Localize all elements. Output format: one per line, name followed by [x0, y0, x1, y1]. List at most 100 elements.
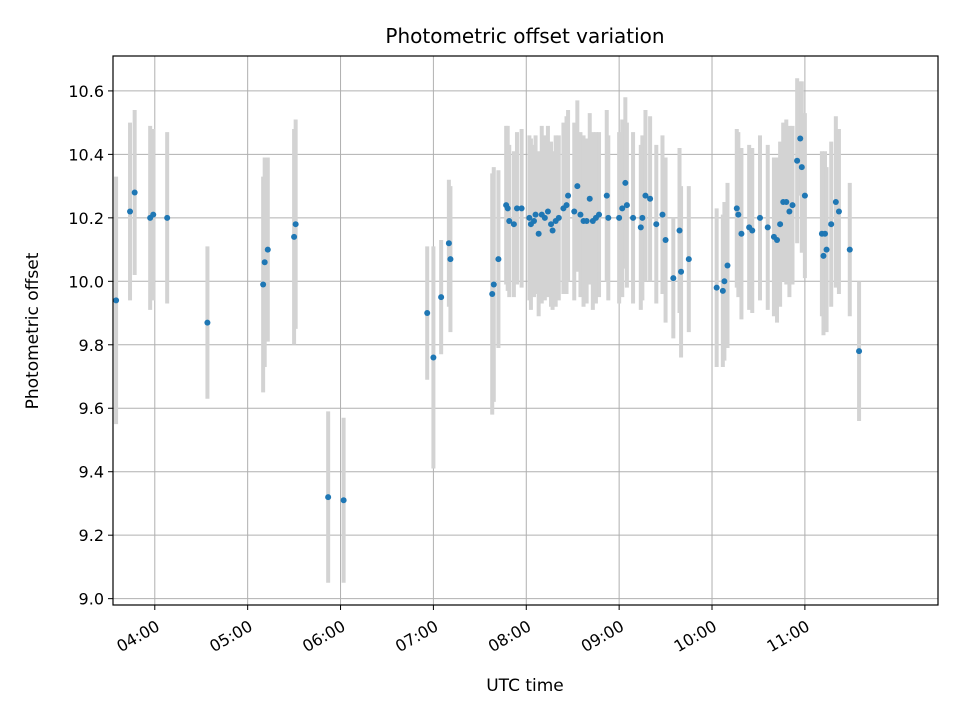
x-tick-label: 07:00 [392, 616, 441, 656]
data-point [733, 205, 740, 212]
data-point [583, 218, 590, 225]
data-point [794, 157, 801, 164]
data-point [724, 262, 731, 269]
data-point [532, 211, 539, 218]
data-point [490, 281, 497, 288]
grid [113, 56, 938, 605]
data-point [856, 348, 863, 355]
data-point [260, 281, 267, 288]
y-tick-label: 9.2 [79, 526, 104, 545]
x-tick-label: 08:00 [485, 616, 534, 656]
data-point [586, 195, 593, 202]
data-point [789, 202, 796, 209]
data-point [563, 202, 570, 209]
data-point [639, 214, 646, 221]
plot-frame [112, 55, 939, 606]
y-tick-label: 9.8 [79, 336, 104, 355]
data-point [676, 227, 683, 234]
data-point [603, 192, 610, 199]
data-point [541, 214, 548, 221]
data-point [764, 224, 771, 231]
data-point [801, 192, 808, 199]
y-tick-label: 10.4 [68, 145, 104, 164]
data-point [721, 278, 728, 285]
data-point [738, 230, 745, 237]
data-point [430, 354, 437, 361]
x-tick-label: 05:00 [206, 616, 255, 656]
data-points [113, 135, 863, 504]
data-point [548, 221, 555, 228]
data-point [577, 211, 584, 218]
data-point [653, 221, 660, 228]
data-point [424, 310, 431, 317]
data-point [325, 494, 332, 501]
data-point [783, 198, 790, 205]
data-point [150, 211, 157, 218]
data-point [495, 256, 502, 263]
data-point [535, 230, 542, 237]
y-axis-label: Photometric offset [23, 252, 43, 409]
data-point [659, 211, 666, 218]
data-point [340, 497, 347, 504]
data-point [504, 205, 511, 212]
x-tick-label: 04:00 [113, 616, 162, 656]
data-point [647, 195, 654, 202]
data-point [719, 287, 726, 294]
data-point [596, 211, 603, 218]
data-point [637, 224, 644, 231]
data-point [264, 246, 271, 253]
data-point [828, 221, 835, 228]
data-point [832, 198, 839, 205]
data-point [846, 246, 853, 253]
data-point [518, 205, 525, 212]
data-point [605, 214, 612, 221]
y-tick-label: 9.6 [79, 399, 104, 418]
y-tick-label: 10.6 [68, 82, 104, 101]
data-point [786, 208, 793, 215]
data-point [735, 211, 742, 218]
data-point [619, 205, 626, 212]
data-point [544, 208, 551, 215]
data-point [565, 192, 572, 199]
y-tick-label: 9.4 [79, 463, 104, 482]
chart-title: Photometric offset variation [385, 24, 664, 48]
data-point [820, 252, 827, 259]
data-point [678, 268, 685, 275]
y-tick-label: 10.2 [68, 209, 104, 228]
data-point [113, 297, 120, 304]
data-point [526, 214, 533, 221]
data-point [127, 208, 134, 215]
data-point [506, 218, 513, 225]
x-tick-label: 06:00 [299, 616, 348, 656]
data-point [835, 208, 842, 215]
data-point [630, 214, 637, 221]
data-point [685, 256, 692, 263]
data-point [555, 214, 562, 221]
data-point [622, 179, 629, 186]
data-point [510, 221, 517, 228]
data-point [616, 214, 623, 221]
x-tick-label: 10:00 [671, 616, 720, 656]
data-point [447, 256, 454, 263]
data-point [797, 135, 804, 142]
data-point [261, 259, 268, 266]
axes: 9.0 9.2 9.4 9.6 9.8 10.0 10.2 10.4 10.6 04:00 05:0… [68, 55, 939, 656]
data-point [513, 205, 520, 212]
data-point [623, 202, 630, 209]
data-point [204, 319, 211, 326]
data-point [291, 233, 298, 240]
y-tick-label: 10.0 [68, 272, 104, 291]
data-point [749, 227, 756, 234]
data-point [774, 237, 781, 244]
data-point [131, 189, 138, 196]
data-point [798, 164, 805, 171]
data-point [445, 240, 452, 247]
data-point [571, 208, 578, 215]
data-point [822, 230, 829, 237]
data-point [292, 221, 299, 228]
data-point [756, 214, 763, 221]
data-point [574, 183, 581, 190]
y-tick-label: 9.0 [79, 590, 104, 609]
data-point [642, 192, 649, 199]
